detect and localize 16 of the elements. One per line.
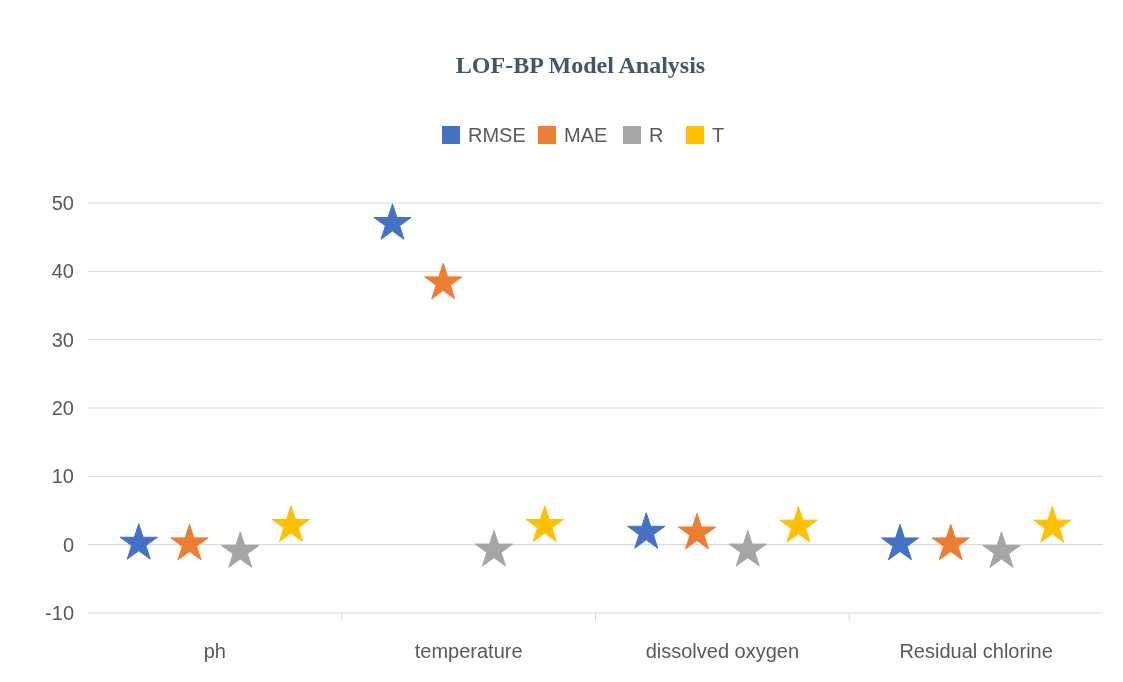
y-tick-label: -10 <box>45 602 74 624</box>
x-tick-label: dissolved oxygen <box>645 640 800 662</box>
x-tick-label: temperature <box>414 640 523 662</box>
legend-label: RMSE <box>468 124 526 146</box>
legend-label: R <box>649 124 664 146</box>
y-tick-label: 20 <box>51 397 74 419</box>
y-tick-label: 0 <box>62 533 74 556</box>
chart-title: LOF-BP Model Analysis <box>455 52 706 78</box>
legend-label: T <box>712 124 725 146</box>
y-tick-label: 30 <box>51 328 74 351</box>
y-tick-label: 10 <box>51 465 74 488</box>
legend-label: MAE <box>564 124 608 146</box>
y-tick-label: 40 <box>51 260 74 283</box>
y-tick-label: 50 <box>51 192 74 214</box>
x-tick-label: Residual chlorine <box>899 640 1053 662</box>
x-tick-label: ph <box>203 640 226 662</box>
